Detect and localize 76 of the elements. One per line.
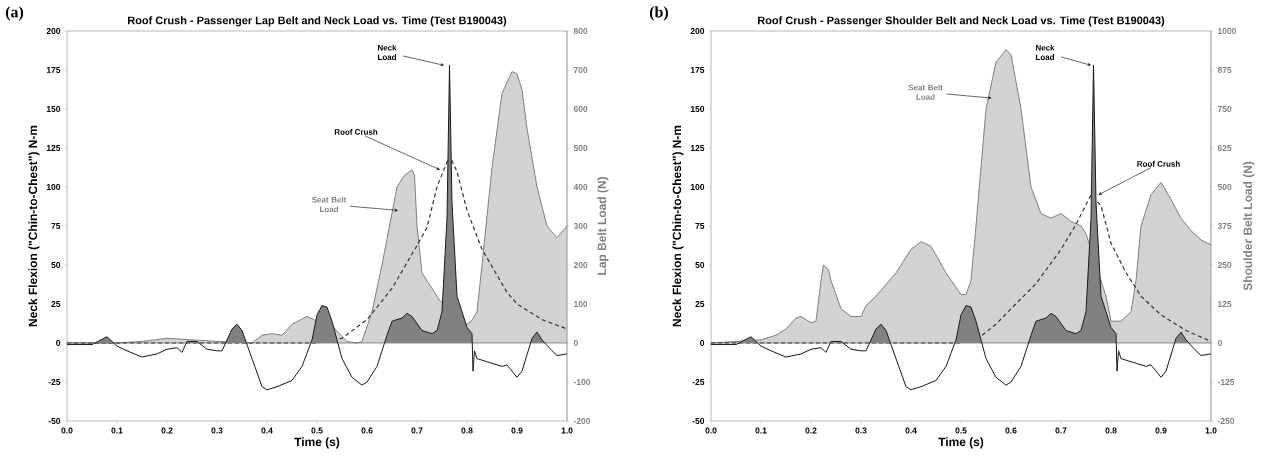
y2-tick-label: 750	[1217, 106, 1232, 112]
x-tick-label: 0.2	[805, 427, 817, 434]
text: (b)	[649, 6, 668, 21]
x-tick-label: 0.0	[61, 427, 73, 434]
y2-tick-label: -250	[1217, 418, 1235, 424]
y2-tick-label: -125	[1217, 379, 1235, 385]
x-tick-label: 0.7	[1055, 427, 1067, 434]
y-axis-title: Neck Flexion ("Chin-to-Chest") N-m	[28, 125, 40, 327]
y-tick-label: 25	[695, 301, 705, 307]
y2-tick-label: 100	[574, 301, 588, 307]
y2-axis-title: Lap Belt Load (N)	[597, 177, 609, 275]
y2-tick-label: 200	[573, 262, 588, 268]
y2-tick-label: 1000	[1218, 28, 1237, 34]
x-tick-label: 0.8	[1105, 427, 1117, 434]
y-tick-label: 100	[46, 184, 61, 190]
y-axis-title: Neck Flexion ("Chin-to-Chest") N-m	[672, 125, 684, 327]
y-tick-label: 75	[51, 223, 61, 229]
y-tick-label: 50	[695, 262, 705, 268]
y-tick-label: 150	[690, 106, 705, 112]
x-axis-title: Time (s)	[294, 437, 340, 449]
y-tick-label: -25	[48, 379, 61, 385]
x-tick-label: 0.5	[955, 427, 967, 434]
chart-title: Roof Crush - Passenger Lap Belt and Neck Load vs. Time (Test B190043)	[128, 16, 507, 27]
y2-tick-label: 400	[573, 184, 588, 190]
x-tick-label: 0.4	[905, 427, 917, 434]
y2-tick-label: 700	[573, 67, 588, 73]
x-tick-label: 0.9	[511, 427, 523, 434]
y2-tick-label: 250	[1217, 262, 1232, 268]
y2-tick-label: 600	[573, 106, 588, 112]
x-tick-label: 0.4	[261, 427, 273, 434]
x-tick-label: 0.3	[211, 427, 223, 434]
x-tick-label: 0.8	[461, 427, 473, 434]
y-tick-label: 25	[51, 301, 61, 307]
y-tick-label: 50	[51, 262, 61, 268]
y2-tick-label: -200	[573, 418, 591, 424]
y2-tick-label: 0	[573, 340, 578, 346]
y-tick-label: 100	[690, 184, 705, 190]
x-axis-title: Time (s)	[938, 437, 984, 449]
y-tick-label: -50	[692, 418, 705, 424]
y-tick-label: 125	[690, 145, 705, 151]
x-tick-label: 0.6	[1005, 427, 1017, 434]
y-tick-label: 200	[690, 28, 705, 34]
y-tick-label: 150	[46, 106, 61, 112]
x-tick-label: 1.0	[561, 427, 573, 434]
y2-axis-title: Shoulder Belt Load (N)	[1243, 161, 1255, 291]
y2-tick-label: -100	[573, 379, 591, 385]
y-tick-label: 175	[46, 67, 61, 73]
y-tick-label: -50	[48, 418, 61, 424]
y-tick-label: 125	[46, 145, 61, 151]
x-tick-label: 0.5	[311, 427, 323, 434]
y2-tick-label: 800	[573, 28, 588, 34]
x-tick-label: 0.1	[111, 427, 123, 434]
x-tick-label: 0.3	[855, 427, 867, 434]
y2-tick-label: 625	[1217, 145, 1232, 151]
y-tick-label: 200	[46, 28, 61, 34]
y2-tick-label: 500	[573, 145, 588, 151]
text: (a)	[5, 6, 24, 21]
y-tick-label: 75	[695, 223, 705, 229]
x-tick-label: 0.1	[755, 427, 767, 434]
y2-tick-label: 375	[1217, 223, 1232, 229]
x-tick-label: 0.9	[1155, 427, 1167, 434]
y2-tick-label: 500	[1217, 184, 1232, 190]
y-tick-label: 175	[690, 67, 705, 73]
y2-tick-label: 875	[1217, 67, 1232, 73]
chart-title: Roof Crush - Passenger Shoulder Belt and Neck Load vs. Time (Test B190043)	[758, 16, 1165, 27]
y-tick-label: 0	[700, 340, 705, 346]
y-tick-label: 0	[56, 340, 61, 346]
x-tick-label: 0.0	[705, 427, 717, 434]
x-tick-label: 0.2	[161, 427, 173, 434]
x-tick-label: 0.6	[361, 427, 373, 434]
x-tick-label: 1.0	[1205, 427, 1217, 434]
x-tick-label: 0.7	[411, 427, 423, 434]
y2-tick-label: 125	[1218, 301, 1232, 307]
y2-tick-label: 0	[1217, 340, 1222, 346]
y-tick-label: -25	[692, 379, 705, 385]
y2-tick-label: 300	[573, 223, 588, 229]
